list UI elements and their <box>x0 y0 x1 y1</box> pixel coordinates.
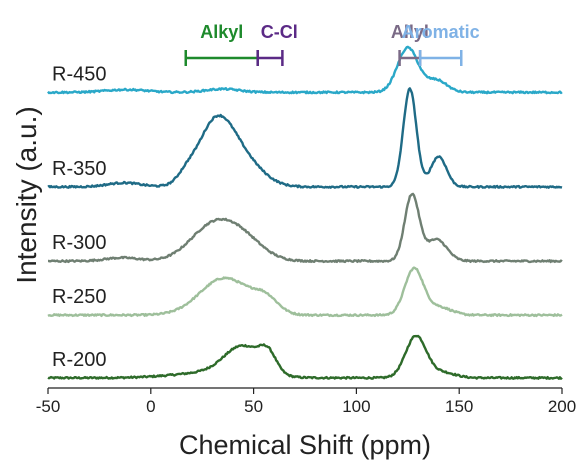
region-ccl: C-Cl <box>256 22 298 66</box>
series-label-r-200: R-200 <box>52 349 106 371</box>
region-label: C-Cl <box>261 22 298 42</box>
series-line-r-300 <box>47 192 563 264</box>
series-r-200: R-200 <box>47 334 563 380</box>
series-layer: R-200 R-250 R-300 R-350 R-450 <box>47 45 563 380</box>
series-label-r-350: R-350 <box>52 158 106 180</box>
series-label-r-250: R-250 <box>52 286 106 308</box>
region-aromatic: Aromatic <box>402 22 480 66</box>
series-r-450: R-450 <box>47 45 563 95</box>
series-line-r-200 <box>47 334 563 380</box>
region-label: Allyl <box>391 22 429 42</box>
series-line-r-350 <box>47 87 563 189</box>
x-tick-label: 100 <box>342 397 370 416</box>
series-label-r-300: R-300 <box>52 232 106 254</box>
region-label: Alkyl <box>200 22 243 42</box>
x-tick-label: 200 <box>548 397 576 416</box>
series-label-r-450: R-450 <box>52 63 106 85</box>
series-line-r-250 <box>47 266 563 318</box>
series-r-300: R-300 <box>47 192 563 264</box>
series-line-r-450 <box>47 45 563 95</box>
region-label: Aromatic <box>402 22 480 42</box>
x-tick-label: 150 <box>445 397 473 416</box>
series-r-350: R-350 <box>47 87 563 189</box>
x-tick-label: 50 <box>244 397 263 416</box>
y-axis-title: Intensity (a.u.) <box>11 106 42 283</box>
x-tick-label: -50 <box>36 397 61 416</box>
region-alkyl: Alkyl <box>184 22 259 66</box>
x-axis-title: Chemical Shift (ppm) <box>179 430 431 460</box>
x-axis: -50 0 50 100 150 200 <box>36 387 576 416</box>
x-tick-label: 0 <box>146 397 155 416</box>
series-r-250: R-250 <box>47 266 563 318</box>
